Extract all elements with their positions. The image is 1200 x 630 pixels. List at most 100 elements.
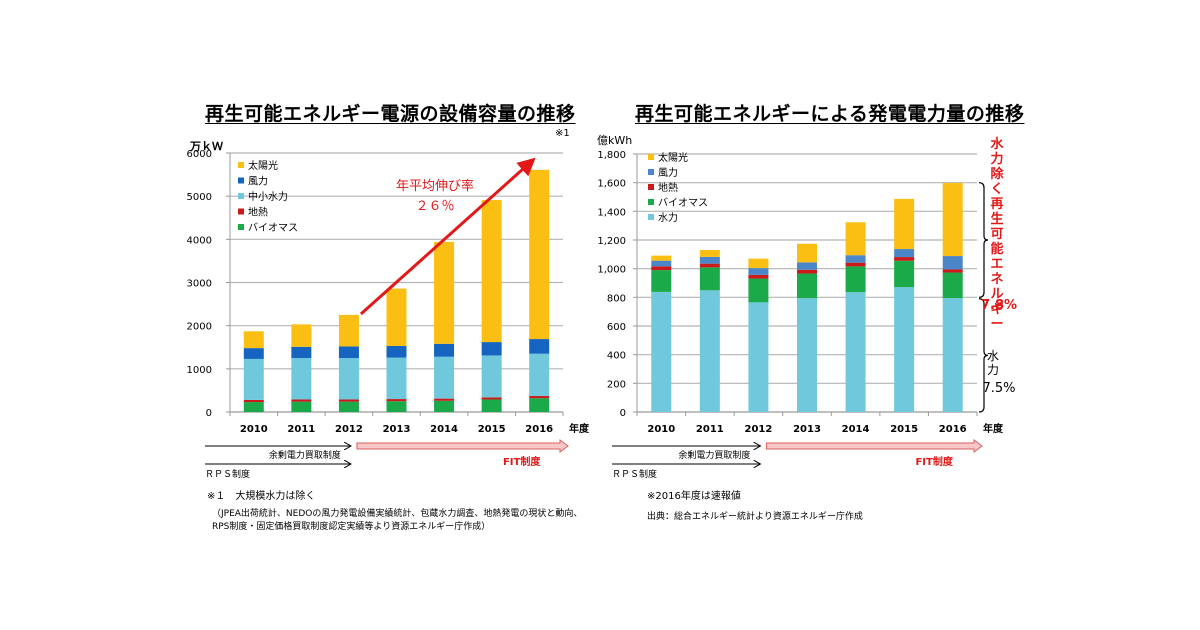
left-bar-地熱 [291, 399, 312, 402]
left-bar-バイオマス [481, 399, 502, 412]
right-x-unit: 年度 [983, 422, 1004, 435]
right-bar-太陽光 [699, 250, 720, 257]
right-ytick-label: 1,000 [597, 265, 626, 276]
left-chart-note-marker: ※1 [555, 128, 570, 139]
left-bar-太陽光 [434, 241, 455, 344]
renewable-label-char: ー [990, 317, 1003, 332]
right-ytick-label: 400 [607, 351, 626, 362]
right-ytick-label: 0 [620, 408, 626, 419]
left-bar-風力 [243, 348, 264, 359]
right-xtick-label: 2015 [890, 424, 918, 435]
right-legend-swatch [648, 154, 654, 160]
left-bar-中小水力 [434, 356, 455, 399]
right-legend-label: 太陽光 [658, 151, 688, 164]
left-ytick-label: 5000 [187, 192, 212, 203]
right-bar-太陽光 [748, 258, 769, 269]
right-bar-バイオマス [797, 273, 817, 299]
right-ytick-label: 1,400 [597, 207, 626, 218]
renewable-pct: 7.8% [981, 298, 1017, 313]
left-xtick-label: 2010 [240, 424, 268, 435]
left-bar-バイオマス [386, 401, 407, 412]
growth-annotation-line2: ２６％ [415, 199, 454, 214]
right-bar-地熱 [942, 269, 963, 273]
left-ytick-label: 2000 [187, 322, 212, 333]
left-xtick-label: 2013 [383, 424, 411, 435]
left-ytick-label: 3000 [187, 279, 212, 290]
renewable-label-char: ギ [990, 301, 1003, 317]
left-bar-太陽光 [291, 324, 312, 347]
left-bar-太陽光 [338, 314, 359, 347]
right-legend-swatch [648, 199, 654, 205]
renewable-label-char: 可 [990, 227, 1003, 242]
right-surplus-label: 余剰電力買取制度 [678, 449, 750, 461]
right-chart-y-unit: 億kWh [597, 134, 633, 147]
left-bar-地熱 [338, 399, 359, 402]
left-bar-地熱 [434, 398, 455, 401]
renewable-bracket [978, 182, 989, 298]
right-ytick-label: 1,800 [597, 150, 626, 161]
left-footnote-2: （JPEA出荷統計、NEDOの風力発電設備実績統計、包蔵水力調査、地熱発電の現状… [212, 509, 583, 519]
right-bar-バイオマス [699, 267, 720, 291]
right-bar-太陽光 [894, 198, 915, 250]
renewable-label-char: 除 [990, 166, 1004, 182]
right-chart-title: 再生可能エネルギーによる発電電力量の推移 [635, 103, 1025, 125]
right-bar-水力 [797, 298, 817, 412]
right-bar-地熱 [894, 257, 915, 261]
left-bar-中小水力 [529, 353, 550, 397]
hydro-bracket [978, 298, 989, 413]
right-legend-swatch [648, 169, 654, 175]
left-legend-swatch [238, 177, 244, 184]
hydro-label-char: 水 [987, 349, 999, 363]
right-xtick-label: 2010 [647, 424, 675, 435]
right-bar-バイオマス [651, 270, 672, 292]
left-legend-label: 風力 [248, 175, 268, 188]
right-legend-label: バイオマス [658, 197, 708, 209]
right-bar-風力 [845, 255, 866, 263]
left-xtick-label: 2015 [478, 424, 506, 435]
left-bar-地熱 [243, 399, 264, 403]
left-bar-地熱 [529, 396, 550, 399]
right-rps-label: ＲＰＳ制度 [612, 468, 657, 480]
right-ytick-label: 1,600 [597, 179, 626, 190]
right-xtick-label: 2013 [793, 424, 821, 435]
left-bar-中小水力 [338, 358, 359, 400]
left-xtick-label: 2014 [430, 424, 458, 435]
left-bar-バイオマス [243, 402, 264, 412]
left-bar-中小水力 [386, 357, 407, 400]
right-bar-地熱 [845, 262, 866, 267]
left-chart-y-unit: 万ｋＷ [190, 140, 223, 153]
left-legend-label: 中小水力 [248, 190, 288, 203]
left-bar-太陽光 [243, 331, 264, 349]
left-bar-太陽光 [481, 200, 502, 343]
left-xtick-label: 2011 [287, 424, 315, 435]
left-bar-バイオマス [338, 401, 359, 412]
right-bar-バイオマス [894, 260, 915, 288]
right-bar-風力 [942, 256, 963, 270]
left-legend-label: 地熱 [248, 206, 268, 219]
right-bar-太陽光 [651, 255, 672, 261]
renewable-label-char: ネ [990, 272, 1003, 287]
right-footnote-2: 出典：総合エネルギー統計より資源エネルギー庁作成 [647, 512, 863, 522]
left-legend-swatch [238, 224, 244, 230]
left-footnote-1: ※１ 大規模水力は除く [207, 491, 316, 502]
left-legend-label: バイオマス [248, 222, 298, 234]
left-bar-風力 [434, 343, 455, 357]
left-bar-風力 [386, 345, 407, 358]
renewable-label-char: エ [990, 257, 1003, 272]
left-bar-太陽光 [529, 169, 550, 340]
right-bar-太陽光 [942, 182, 963, 257]
right-bar-水力 [942, 298, 963, 412]
right-footnote-1: ※2016年度は速報値 [647, 491, 741, 502]
renewable-label-char: 水 [990, 136, 1004, 152]
right-xtick-label: 2016 [939, 424, 967, 435]
right-xtick-label: 2014 [842, 424, 870, 435]
right-ytick-label: 800 [607, 293, 626, 304]
right-legend-label: 水力 [658, 211, 678, 224]
right-legend-label: 地熱 [658, 181, 678, 194]
left-bar-バイオマス [291, 401, 312, 412]
right-legend-swatch [648, 214, 654, 220]
left-bar-風力 [529, 339, 550, 354]
left-ytick-label: 6000 [187, 149, 212, 160]
left-legend-label: 太陽光 [248, 159, 278, 172]
